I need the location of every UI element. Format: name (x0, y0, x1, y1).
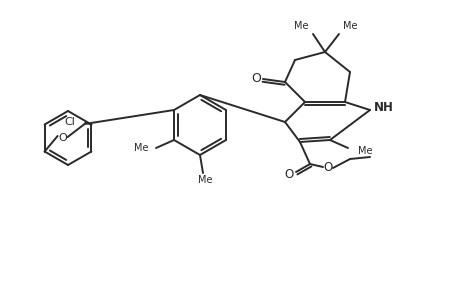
Text: O: O (284, 169, 293, 182)
Text: Me: Me (342, 21, 357, 31)
Text: O: O (251, 71, 260, 85)
Text: Me: Me (197, 175, 212, 185)
Text: Me: Me (294, 21, 308, 31)
Text: NH: NH (373, 100, 393, 113)
Text: O: O (323, 160, 332, 173)
Text: Me: Me (357, 146, 372, 156)
Text: Cl: Cl (64, 116, 75, 127)
Text: O: O (58, 133, 67, 143)
Text: Me: Me (133, 143, 148, 153)
